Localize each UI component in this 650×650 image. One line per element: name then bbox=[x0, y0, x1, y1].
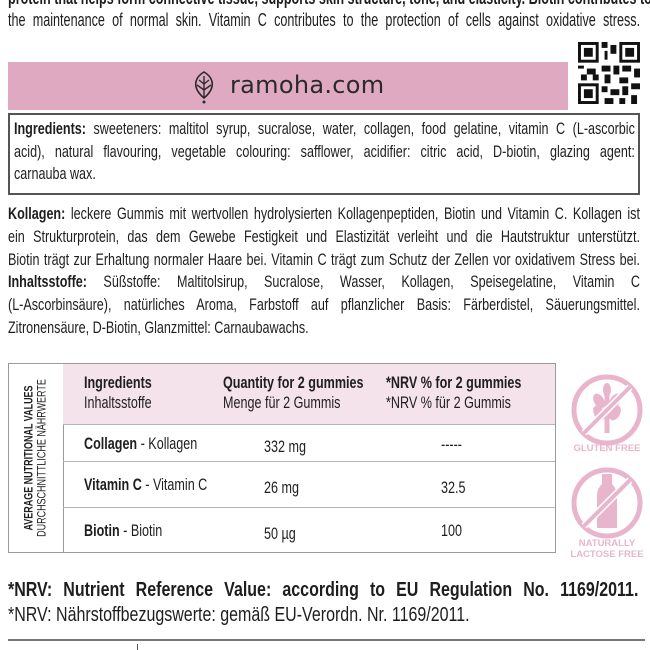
nutrient-quantity: 332 mg bbox=[264, 437, 306, 456]
column-header-de: Menge für 2 Gummis bbox=[223, 393, 341, 412]
column-header-en: Ingredients bbox=[84, 373, 152, 392]
footnote-en: *NRV: Nutrient Reference Value: accordin… bbox=[8, 579, 639, 601]
table-row: Vitamin C - Vitamin C 26 mg 32.5 bbox=[63, 461, 555, 507]
lactose-free-label: NATURALLY LACTOSE FREE bbox=[562, 538, 650, 560]
qr-code-icon[interactable] bbox=[578, 42, 640, 104]
divider bbox=[8, 639, 645, 641]
ingredients-de-text: Zitronensäure, D-Biotin, Glanzmittel: Ca… bbox=[8, 317, 309, 337]
column-header-de: *NRV % für 2 Gummis bbox=[386, 393, 511, 412]
wheat-crossed-icon bbox=[571, 374, 643, 446]
ingredients-de-text: (L-Ascorbinsäure), natürliches Aroma, Fa… bbox=[8, 295, 640, 315]
nutrition-table: AVERAGE NUTRITIONAL VALUES DURCHSCHNITTL… bbox=[8, 363, 556, 553]
nutrient-name-de: - Kollagen bbox=[137, 434, 198, 453]
leaf-icon bbox=[194, 71, 214, 104]
side-title: AVERAGE NUTRITIONAL VALUES DURCHSCHNITTL… bbox=[9, 364, 64, 552]
nutrient-quantity: 50 µg bbox=[264, 524, 296, 543]
ingredients-en-text: carnauba wax. bbox=[14, 164, 96, 183]
ingredients-en-text: sweeteners: maltitol syrup, sucralose, w… bbox=[93, 119, 635, 138]
side-title-en: AVERAGE NUTRITIONAL VALUES bbox=[23, 385, 36, 531]
nutrient-name: Biotin bbox=[84, 521, 120, 540]
description-de-text: ein Strukturprotein, das dem Gewebe Fest… bbox=[8, 226, 640, 246]
table-header: Ingredients Inhaltsstoffe Quantity for 2 … bbox=[63, 364, 555, 424]
nutrient-name: Collagen bbox=[84, 434, 138, 453]
nutrient-nrv: ----- bbox=[441, 435, 462, 454]
nutrient-name-de: - Biotin bbox=[119, 521, 163, 540]
nutrient-quantity: 26 mg bbox=[264, 478, 299, 497]
ingredients-en-box: Ingredients: sweeteners: maltitol syrup,… bbox=[8, 113, 640, 195]
lactose-free-label-line: LACTOSE FREE bbox=[570, 549, 644, 560]
ingredients-en-label: Ingredients: bbox=[14, 119, 86, 138]
table-row: Collagen - Kollagen 332 mg ----- bbox=[63, 424, 555, 462]
website-url[interactable]: ramoha.com bbox=[230, 71, 385, 99]
column-header-en: Quantity for 2 gummies bbox=[223, 373, 364, 392]
milk-bottle-crossed-icon bbox=[571, 467, 643, 539]
column-header-de: Inhaltsstoffe bbox=[84, 393, 152, 412]
ingredients-en-text: acid), natural flavouring, vegetable col… bbox=[14, 141, 635, 161]
intro-line: protein that helps form connective tissu… bbox=[8, 0, 650, 9]
column-header-en: *NRV % for 2 gummies bbox=[386, 373, 522, 392]
ingredients-de-label: Inhaltsstoffe: bbox=[8, 272, 87, 292]
description-de: Kollagen: leckere Gummis mit wertvollen … bbox=[8, 203, 640, 340]
nutrient-nrv: 32.5 bbox=[441, 478, 466, 497]
nutrient-nrv: 100 bbox=[441, 521, 462, 540]
divider-tick bbox=[137, 644, 138, 650]
nutrient-name-de: - Vitamin C bbox=[141, 475, 208, 494]
website-banner: ramoha.com bbox=[8, 62, 568, 110]
table-row: Biotin - Biotin 50 µg 100 bbox=[63, 507, 555, 553]
intro-line: the maintenance of normal skin. Vitamin … bbox=[8, 10, 641, 30]
description-de-text: leckere Gummis mit wertvollen hydrolysie… bbox=[70, 204, 640, 223]
ingredients-de-text: Süßstoffe: Maltitolsirup, Sucralose, Was… bbox=[103, 272, 640, 292]
lactose-free-label-line: NATURALLY bbox=[578, 538, 636, 549]
description-de-text: Biotin trägt zur Erhaltung normaler Haar… bbox=[8, 249, 640, 269]
gluten-free-label: GLUTEN FREE bbox=[573, 443, 641, 454]
intro-text-en: protein that helps form connective tissu… bbox=[8, 0, 650, 31]
footnote-de: *NRV: Nährstoffbezugswerte: gemäß EU-Ver… bbox=[8, 604, 470, 626]
description-de-label: Kollagen: bbox=[8, 204, 66, 223]
side-title-de: DURCHSCHNITTLICHE NÄHRWERTE bbox=[36, 379, 48, 537]
nutrient-name: Vitamin C bbox=[84, 475, 142, 494]
